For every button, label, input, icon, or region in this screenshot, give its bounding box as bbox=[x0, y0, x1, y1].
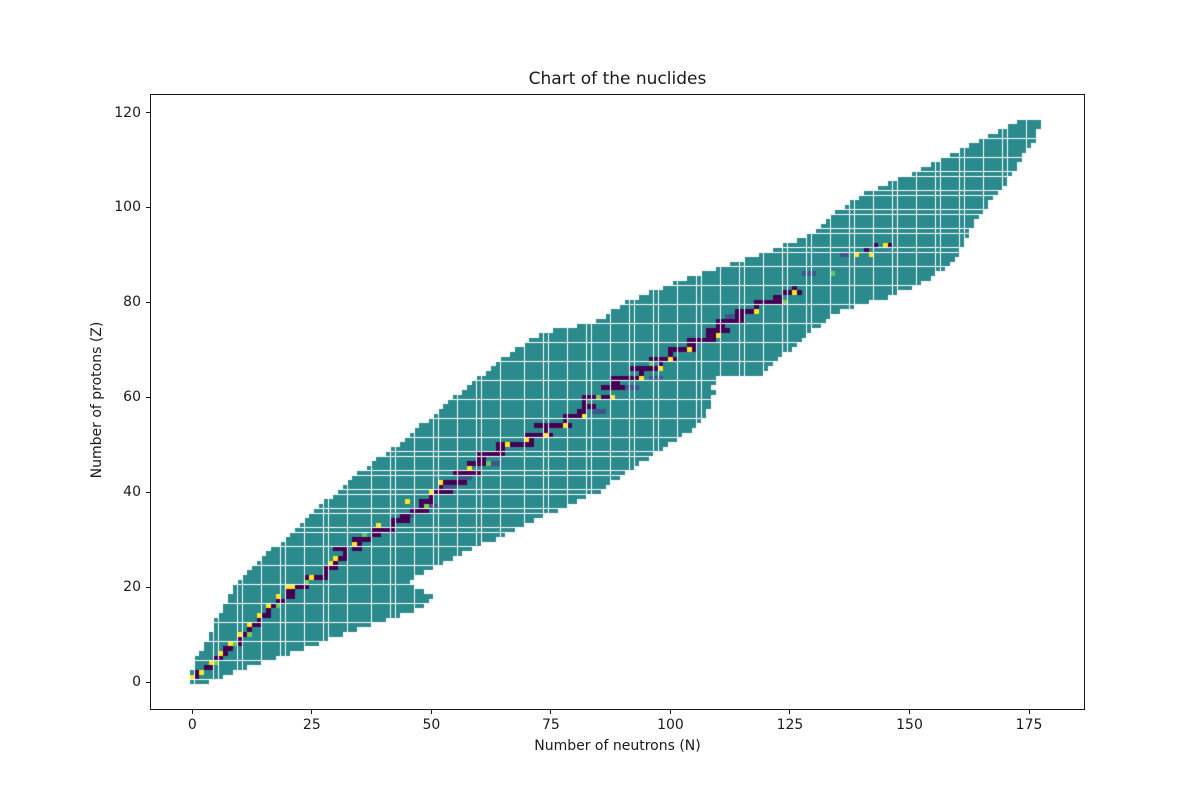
x-tick-label: 50 bbox=[422, 717, 441, 733]
y-tick-label: 120 bbox=[114, 104, 141, 121]
y-tick-label: 60 bbox=[123, 389, 141, 406]
y-tick-label: 20 bbox=[123, 579, 141, 596]
chart-title: Chart of the nuclides bbox=[528, 69, 707, 89]
x-tick-label: 25 bbox=[302, 717, 321, 733]
y-tick-mark bbox=[146, 681, 150, 683]
y-tick-mark bbox=[146, 396, 150, 398]
x-tick-label: 125 bbox=[776, 717, 804, 733]
x-tick-mark bbox=[430, 710, 432, 714]
x-tick-mark bbox=[789, 710, 791, 714]
x-tick-mark bbox=[669, 710, 671, 714]
y-tick-mark bbox=[146, 491, 150, 493]
x-axis-label: Number of neutrons (N) bbox=[534, 738, 701, 754]
y-tick-label: 100 bbox=[114, 199, 141, 216]
y-tick-mark bbox=[146, 112, 150, 113]
x-tick-mark bbox=[191, 710, 193, 714]
y-tick-label: 80 bbox=[123, 294, 141, 311]
x-tick-label: 0 bbox=[187, 717, 197, 733]
x-tick-label: 100 bbox=[657, 717, 684, 733]
x-tick-label: 75 bbox=[541, 717, 560, 733]
x-tick-label: 150 bbox=[896, 717, 923, 733]
x-tick-label: 175 bbox=[1015, 717, 1043, 733]
x-tick-mark bbox=[909, 710, 911, 714]
y-tick-mark bbox=[146, 301, 150, 303]
plot-area-border bbox=[150, 94, 1085, 710]
y-tick-label: 40 bbox=[123, 484, 141, 501]
y-tick-mark bbox=[146, 206, 150, 208]
y-tick-label: 0 bbox=[132, 674, 141, 690]
x-tick-mark bbox=[1028, 710, 1030, 714]
x-tick-mark bbox=[311, 710, 313, 714]
x-tick-mark bbox=[550, 710, 552, 714]
y-tick-mark bbox=[146, 586, 150, 588]
